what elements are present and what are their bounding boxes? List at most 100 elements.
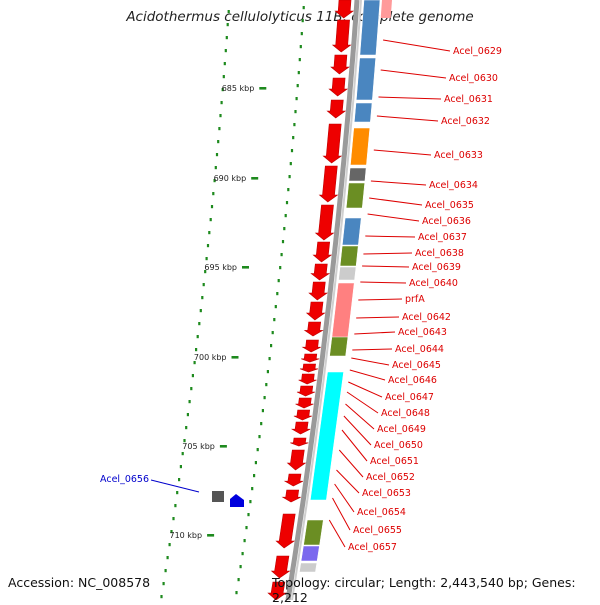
gc-dot-outer [261,409,264,413]
ruler-tick [242,266,249,269]
gc-dot-inner [212,192,215,196]
gc-dot-inner [205,257,208,261]
leader-line [358,298,403,301]
gc-dot-inner [225,36,228,40]
leader-line [376,115,439,122]
gene-label: Acel_0634 [429,180,478,191]
cog-block [342,217,362,246]
gene-arrow [330,54,350,75]
gene-label: Acel_0657 [348,542,397,553]
ruler-tick [207,534,215,537]
gc-dot-outer [274,305,277,309]
gc-dot-inner [226,23,229,27]
gene-label: Acel_0639 [412,262,461,273]
gene-arrow [334,0,355,19]
gc-dot-outer [296,84,299,88]
leader-line [356,316,400,319]
gene-label: Acel_0631 [444,94,493,105]
gc-dot-outer [300,32,303,36]
gc-dot-inner [160,595,163,599]
leader-line [362,265,410,268]
gc-dot-outer [289,162,292,166]
genome-summary-text: Topology: circular; Length: 2,443,540 bp… [272,575,576,605]
gc-dot-inner [190,387,193,391]
gene-arrow [293,409,313,421]
gc-dot-inner [223,62,226,66]
gene-label: Acel_0653 [362,488,411,499]
gc-dot-outer [292,136,295,140]
gc-dot-inner [219,114,222,118]
cog-block [345,182,365,209]
gc-dot-outer [266,370,269,374]
ruler-layer: 685 kbp 690 kbp 695 kbp 700 kbp 705 kbp 710 k… [169,84,267,540]
gc-dot-inner [215,153,219,157]
gc-dot-outer [285,201,289,205]
gene-label: Acel_0643 [398,327,447,338]
gene-label: Acel_0635 [425,200,474,211]
gene-label: Acel_0652 [366,472,415,483]
ruler-tick [251,177,259,180]
gc-dot-outer [280,253,283,257]
ruler-tick [259,87,267,90]
gc-dot-outer [276,292,279,296]
leader-line [150,479,200,493]
leader-line [354,331,396,335]
gc-dot-outer [284,214,287,218]
gc-dot-outer [273,318,276,322]
cog-block [338,266,357,281]
gene-arrow [283,473,304,487]
gene-label: Acel_0645 [392,360,441,371]
leader-line [341,429,368,462]
cog-block [299,562,318,573]
gc-dot-outer [271,331,274,335]
gc-dot-inner [206,244,210,248]
gc-dot-outer [298,58,301,62]
cog-block [329,336,349,357]
gene-grey-block [212,491,224,502]
gene-label: Acel_0629 [453,46,502,57]
leader-line [367,213,420,222]
gc-dot-inner [199,309,202,313]
gc-dot-inner [176,491,179,495]
gene-arrow [270,555,291,579]
gene-arrow [314,204,335,241]
gc-dot-outer [279,266,282,270]
backbone-inner-edge [291,0,362,600]
accession-text: Accession: NC_008578 [8,575,151,590]
gc-dots-layer [160,6,305,599]
leader-line [334,483,355,513]
gc-dot-inner [196,335,199,339]
gc-dot-inner [213,179,216,183]
gene-label: Acel_0649 [377,424,426,435]
gene-0656-arrow [230,494,244,507]
gc-dot-inner [191,374,194,378]
cog-block [350,127,371,166]
gene-label: Acel_0650 [374,440,423,451]
gc-dot-inner [208,231,211,235]
leader-line [360,281,407,284]
gene-arrow [312,241,333,263]
gc-dot-inner [195,348,198,352]
gc-dot-outer [290,149,294,153]
leader-line [383,39,451,52]
leader-line [338,449,364,478]
gc-dot-inner [181,452,184,456]
gc-dot-outer [299,45,302,49]
gc-dot-outer [245,526,248,530]
gc-dot-outer [287,188,290,192]
gene-label: Acel_0638 [415,248,464,259]
gc-dot-outer [268,357,271,361]
gene-arrow [301,339,321,353]
leader-line [348,381,383,398]
gc-dot-outer [265,383,268,387]
gene-arrow [290,421,311,435]
gc-dot-outer [235,591,238,595]
backbone-arc [285,0,360,600]
gc-dot-inner [178,478,181,482]
gene-label: Acel_0636 [422,216,471,227]
gene-label: Acel_0651 [370,456,419,467]
gc-dot-outer [249,500,252,504]
gc-dot-outer [243,539,246,543]
gc-dot-inner [198,322,201,326]
